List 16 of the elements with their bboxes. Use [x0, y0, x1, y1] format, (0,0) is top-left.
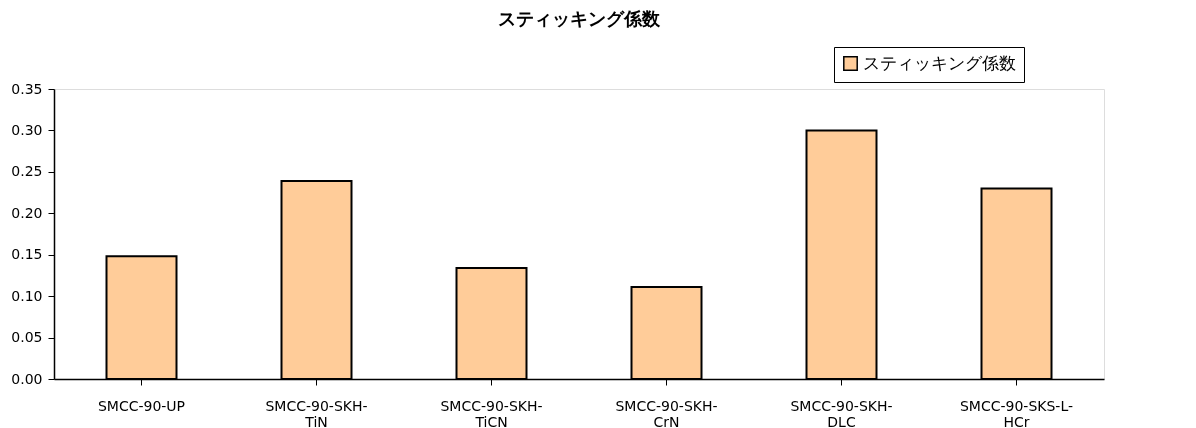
- x-tick-label: SMCC-90-SKS-L- HCr: [959, 397, 1074, 428]
- y-tick-label: 0.05: [11, 329, 43, 346]
- y-tick-label: 0.00: [11, 370, 43, 387]
- y-tick-label: 0.10: [11, 287, 43, 304]
- y-tick-label: 0.20: [11, 204, 43, 221]
- y-tick-label: 0.30: [11, 121, 43, 138]
- chart-title: スティッキング係数: [498, 7, 661, 29]
- x-tick-label: SMCC-90-SKH- DLC: [790, 397, 893, 428]
- x-tick-label: SMCC-90-SKH- TiN: [265, 397, 368, 428]
- x-tick-label: SMCC-90-SKH- TiCN: [440, 397, 543, 428]
- x-tick-label: SMCC-90-UP: [97, 397, 186, 414]
- x-tick-label: SMCC-90-SKH- CrN: [615, 397, 718, 428]
- y-tick-label: 0.25: [11, 163, 43, 180]
- legend-label: スティッキング係数: [863, 52, 1016, 73]
- y-tick-label: 0.15: [11, 246, 43, 263]
- y-tick-label: 0.35: [11, 80, 43, 97]
